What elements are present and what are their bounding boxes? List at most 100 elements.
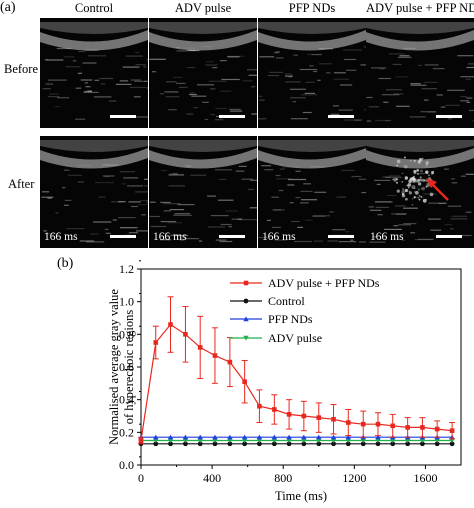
- ultrasound-image-before-1: [40, 18, 148, 128]
- speckle: [241, 178, 253, 180]
- speckle: [212, 67, 218, 69]
- speckle: [469, 109, 474, 112]
- speckle: [385, 176, 402, 178]
- speckle: [332, 229, 346, 231]
- hyperechoic-speckle: [404, 188, 408, 193]
- data-point: [449, 428, 455, 433]
- speckle: [466, 66, 474, 69]
- hyperechoic-speckle: [420, 196, 423, 198]
- speckle: [75, 118, 86, 120]
- speckle: [230, 110, 243, 112]
- speckle: [440, 106, 446, 108]
- speckle: [186, 113, 194, 115]
- speckle: [129, 86, 147, 88]
- speckle: [64, 56, 75, 58]
- speckle: [285, 75, 293, 77]
- speckle: [118, 201, 126, 203]
- speckle: [41, 196, 54, 198]
- data-point: [243, 335, 249, 341]
- speckle: [118, 217, 136, 219]
- hyperechoic-speckle: [425, 185, 428, 188]
- data-point: [138, 438, 144, 443]
- speckle: [176, 82, 186, 84]
- ultrasound-image-after-1: 166 ms: [40, 136, 148, 248]
- hyperechoic-speckle: [412, 198, 414, 200]
- data-point: [197, 438, 203, 444]
- speckle: [291, 220, 300, 223]
- hyperechoic-speckle: [408, 187, 410, 189]
- speckle: [273, 52, 279, 54]
- speckle: [77, 72, 83, 74]
- data-point: [345, 441, 351, 447]
- speckle: [163, 232, 168, 234]
- speckle: [93, 221, 112, 223]
- data-point: [212, 438, 218, 444]
- speckle: [215, 239, 227, 241]
- speckle: [466, 101, 471, 103]
- hyperechoic-speckle: [413, 159, 416, 162]
- data-point: [197, 345, 203, 350]
- speckle: [49, 93, 59, 95]
- data-point: [316, 415, 322, 420]
- speckle: [193, 107, 198, 109]
- timestamp-label: 166 ms: [262, 231, 296, 243]
- hyperechoic-speckle: [418, 195, 421, 197]
- speckle: [250, 86, 256, 88]
- speckle: [219, 240, 233, 243]
- speckle: [72, 60, 77, 62]
- speckle: [359, 241, 366, 243]
- data-point: [419, 438, 426, 444]
- speckle: [79, 240, 95, 242]
- hyperechoic-speckle: [405, 197, 408, 201]
- speckle: [410, 83, 421, 85]
- hyperechoic-speckle: [421, 186, 426, 191]
- speckle: [305, 81, 315, 83]
- speckle: [451, 182, 458, 184]
- hyperechoic-speckle: [420, 169, 423, 173]
- hyperechoic-speckle: [409, 178, 413, 182]
- speckle: [160, 169, 167, 172]
- speckle: [115, 83, 132, 85]
- data-point: [153, 340, 159, 345]
- speckle: [388, 175, 400, 177]
- speckle: [65, 66, 81, 68]
- speckle: [395, 213, 406, 215]
- speckle: [295, 170, 301, 172]
- speckle: [135, 64, 146, 66]
- speckle: [229, 108, 241, 110]
- speckle: [102, 164, 118, 166]
- speckle: [307, 53, 323, 55]
- tissue-band: [258, 148, 366, 169]
- speckle: [383, 228, 402, 230]
- ultrasound-texture: [366, 22, 474, 122]
- speckle: [120, 171, 136, 173]
- speckle: [177, 204, 195, 206]
- data-point: [449, 438, 455, 444]
- speckle: [299, 202, 309, 204]
- speckle: [231, 218, 243, 220]
- data-point: [301, 413, 307, 419]
- speckle: [272, 226, 281, 228]
- speckle: [197, 84, 215, 86]
- hyperechoic-speckle: [413, 179, 415, 181]
- data-point: [330, 438, 337, 444]
- tissue-band: [366, 148, 474, 169]
- speckle: [396, 105, 410, 107]
- data-point: [316, 434, 322, 440]
- speckle: [164, 91, 179, 93]
- speckle: [289, 202, 294, 204]
- legend-item: PFP NDs: [230, 312, 313, 326]
- data-point: [449, 441, 455, 447]
- speckle: [364, 109, 366, 111]
- hyperechoic-speckle: [413, 175, 415, 178]
- speckle: [311, 54, 322, 56]
- speckle: [190, 174, 207, 176]
- speckle: [330, 113, 340, 115]
- hyperechoic-speckle: [421, 157, 424, 160]
- hyperechoic-speckle: [431, 173, 433, 176]
- timestamp-label: 166 ms: [370, 231, 404, 243]
- speckle: [66, 228, 85, 230]
- speckle: [83, 91, 99, 93]
- hyperechoic-speckle: [402, 172, 404, 174]
- speckle: [54, 106, 61, 108]
